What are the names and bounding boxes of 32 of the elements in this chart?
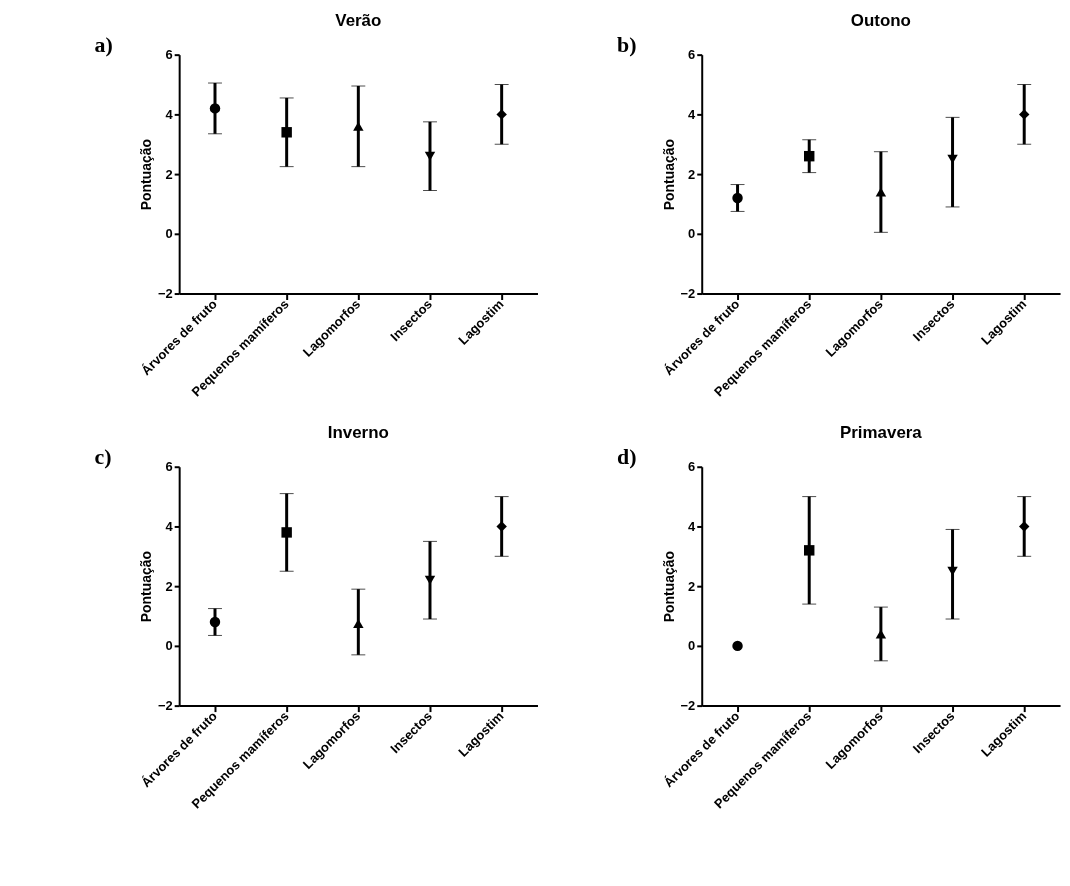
y-tick-label: −2 [157, 698, 173, 714]
y-tick-label: 6 [688, 459, 696, 475]
text: a) [94, 31, 113, 57]
y-tick-label: 6 [688, 47, 696, 63]
y-tick-label: 0 [165, 638, 173, 654]
y-axis-title: Pontuação [137, 139, 154, 211]
y-tick-label: −2 [680, 698, 696, 714]
y-tick-label: 4 [688, 106, 697, 122]
chart-title: Inverno [327, 422, 389, 442]
chart-title: Verão [335, 10, 382, 30]
y-axis-title: Pontuação [660, 139, 677, 211]
y-tick-label: 2 [688, 578, 696, 594]
y-tick-label: 0 [688, 226, 696, 242]
y-tick-label: 2 [165, 578, 173, 594]
y-tick-label: −2 [680, 286, 696, 302]
text: b) [617, 31, 637, 57]
y-tick-label: −2 [157, 286, 173, 302]
y-axis-title: Pontuação [660, 551, 677, 623]
y-tick-label: 6 [165, 459, 173, 475]
text: d) [617, 443, 637, 469]
text: c) [94, 443, 112, 469]
y-tick-label: 0 [688, 638, 696, 654]
y-tick-label: 6 [165, 47, 173, 63]
y-tick-label: 2 [165, 166, 173, 182]
y-axis-title: Pontuação [137, 551, 154, 623]
y-tick-label: 2 [688, 166, 696, 182]
y-tick-label: 4 [165, 518, 174, 534]
y-tick-label: 4 [165, 106, 174, 122]
chart-title: Outono [850, 10, 911, 30]
chart-title: Primavera [839, 422, 923, 442]
y-tick-label: 0 [165, 226, 173, 242]
y-tick-label: 4 [688, 518, 697, 534]
